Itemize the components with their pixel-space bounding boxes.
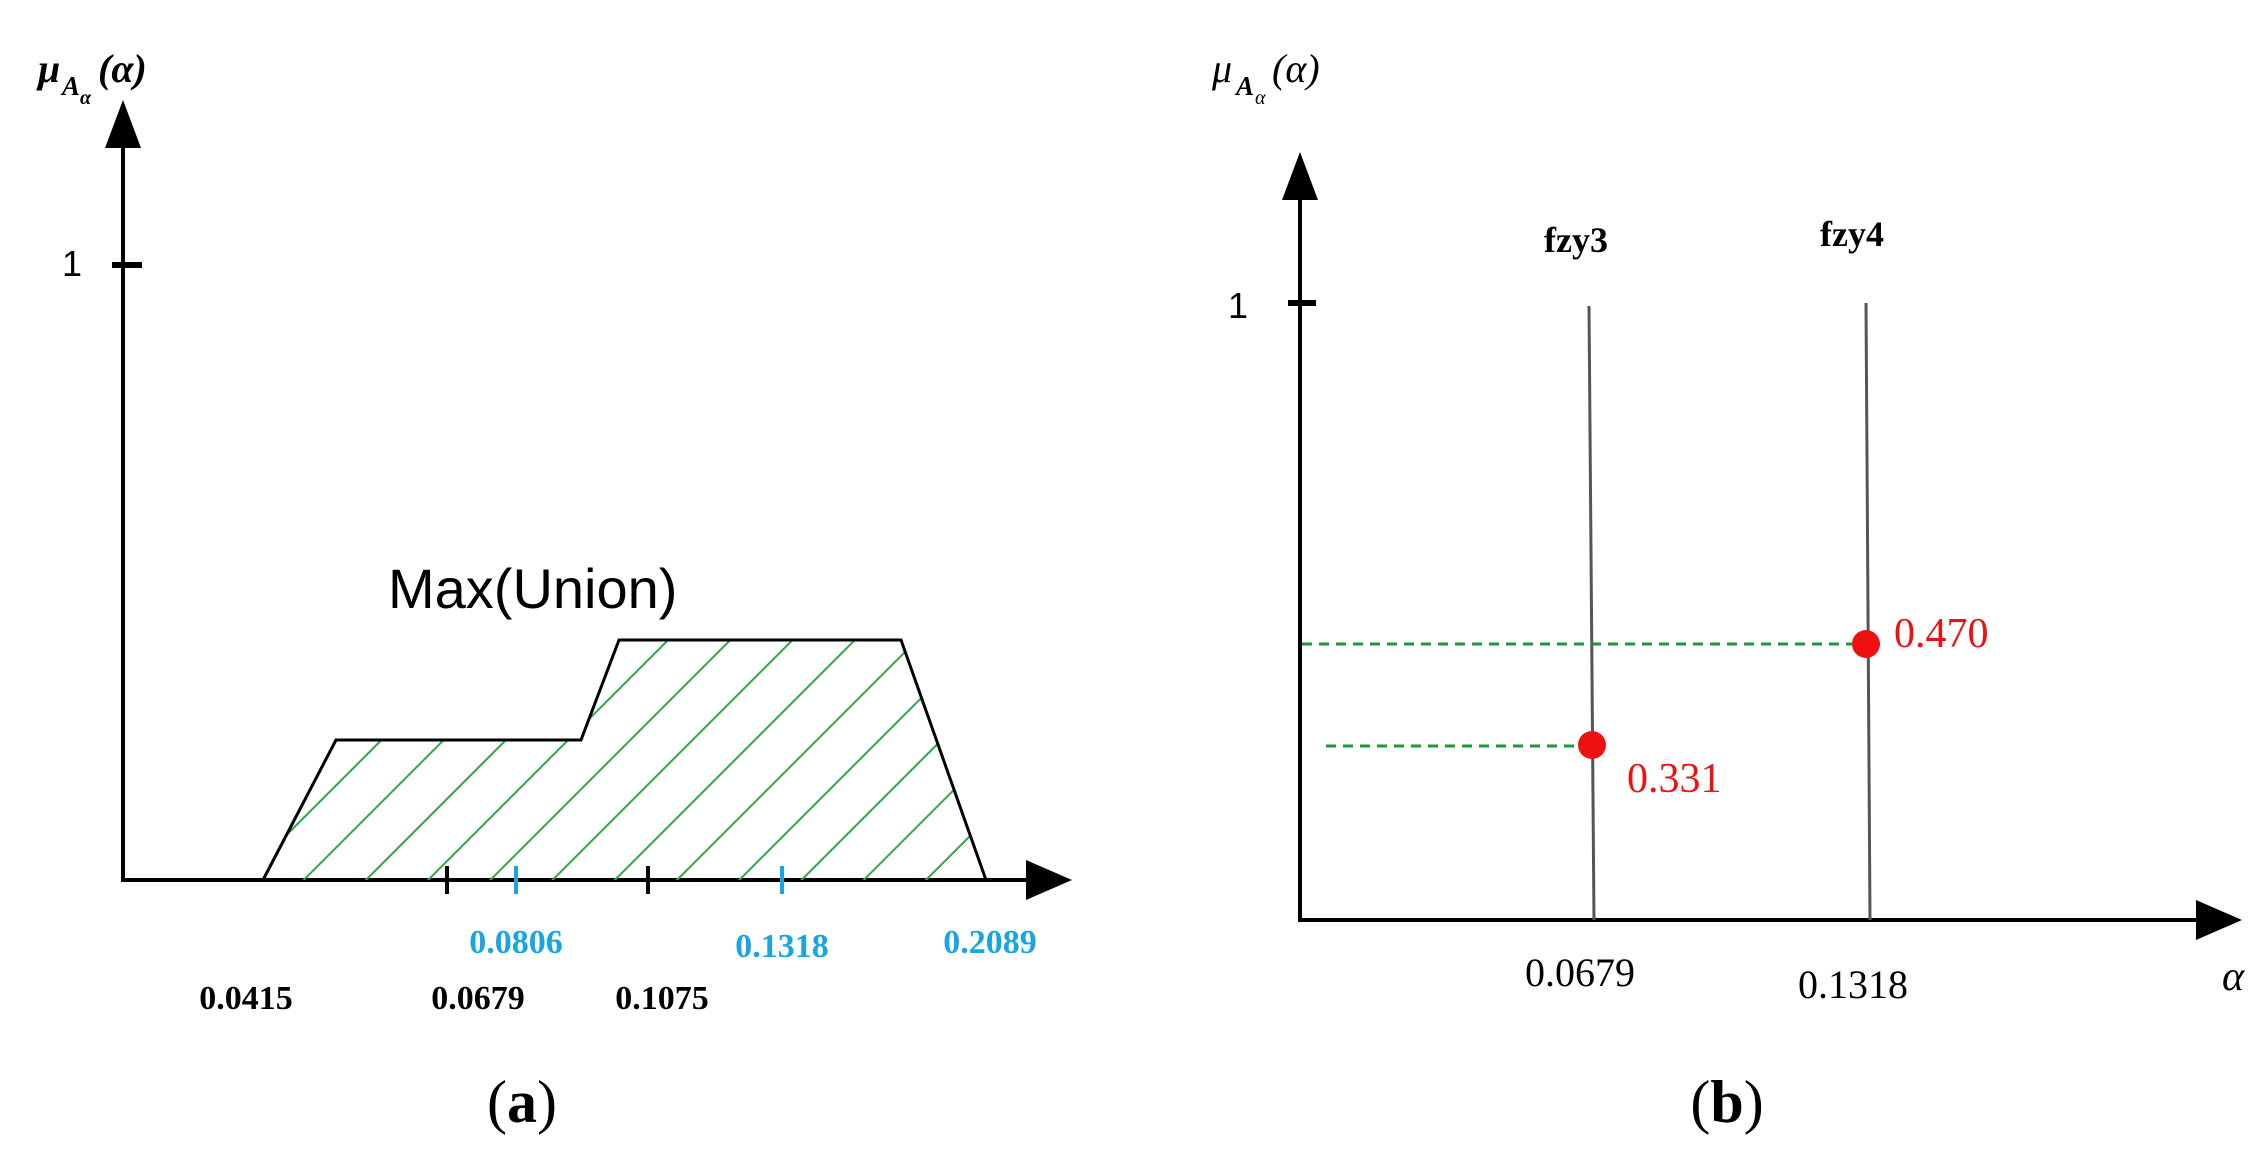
fzy4-line	[1864, 302, 1872, 921]
panel-a-ylabel-arg: (α)	[98, 46, 147, 91]
point-value-fzy3: 0.331	[1627, 756, 1722, 802]
union-outline	[261, 638, 988, 881]
panel-a-y-axis-label: μ A α (α)	[36, 46, 147, 109]
panel-a-caption-letter: a	[507, 1069, 537, 1135]
panel-b-y-axis-label: μ A α (α)	[1211, 46, 1320, 109]
panel-a-ylabel-sub: A	[60, 71, 80, 101]
panel-b-caption-letter: b	[1710, 1069, 1743, 1135]
panel-b-x-tick-1318: 0.1318	[1798, 962, 1908, 1007]
panel-a-caption: (a)	[487, 1069, 557, 1135]
fzy4-label: fzy4	[1820, 214, 1884, 254]
panel-a-y-tick-1-label: 1	[62, 243, 82, 284]
tick-label-blue-2: 0.2089	[943, 924, 1037, 961]
tick-label-black-0: 0.0415	[199, 980, 293, 1017]
panel-b-y-axis-arrow	[1282, 152, 1318, 200]
fzy3-label: fzy3	[1544, 220, 1608, 260]
point-fzy3	[1578, 731, 1606, 759]
panel-b-caption: (b)	[1690, 1069, 1763, 1135]
panel-b: μ A α (α) 1 α fzy3 fzy4 0.470 0.331 0.06…	[1211, 46, 2245, 1135]
tick-label-blue-1: 0.1318	[735, 928, 829, 965]
point-fzy4	[1852, 630, 1880, 658]
panel-b-x-tick-0679: 0.0679	[1525, 950, 1635, 995]
panel-b-ylabel-mu: μ	[1211, 46, 1232, 91]
panel-b-ylabel-arg: (α)	[1272, 46, 1320, 91]
panel-a: μ A α (α) 1 Max(Union) 0.0806 0.1318 0.2…	[36, 46, 1072, 1135]
panel-b-y-tick-1-label: 1	[1228, 285, 1248, 326]
fzy3-line	[1587, 305, 1596, 921]
tick-label-blue-0: 0.0806	[469, 924, 563, 961]
tick-label-black-2: 0.1075	[615, 980, 709, 1017]
union-hatch-fill	[263, 640, 986, 880]
panel-b-x-axis-arrow	[2196, 900, 2242, 940]
panel-b-x-axis-label: α	[2222, 954, 2245, 1000]
panel-a-ylabel-subsub: α	[80, 87, 92, 109]
point-value-fzy4: 0.470	[1894, 611, 1989, 657]
panel-b-ylabel-sub: A	[1234, 71, 1254, 101]
panel-a-x-axis-arrow	[1026, 860, 1072, 900]
tick-label-black-1: 0.0679	[431, 980, 525, 1017]
panel-b-ylabel-subsub: α	[1255, 87, 1266, 109]
panel-a-y-axis-arrow	[105, 100, 141, 148]
panel-a-ylabel-mu: μ	[36, 46, 60, 91]
union-title: Max(Union)	[388, 557, 677, 620]
